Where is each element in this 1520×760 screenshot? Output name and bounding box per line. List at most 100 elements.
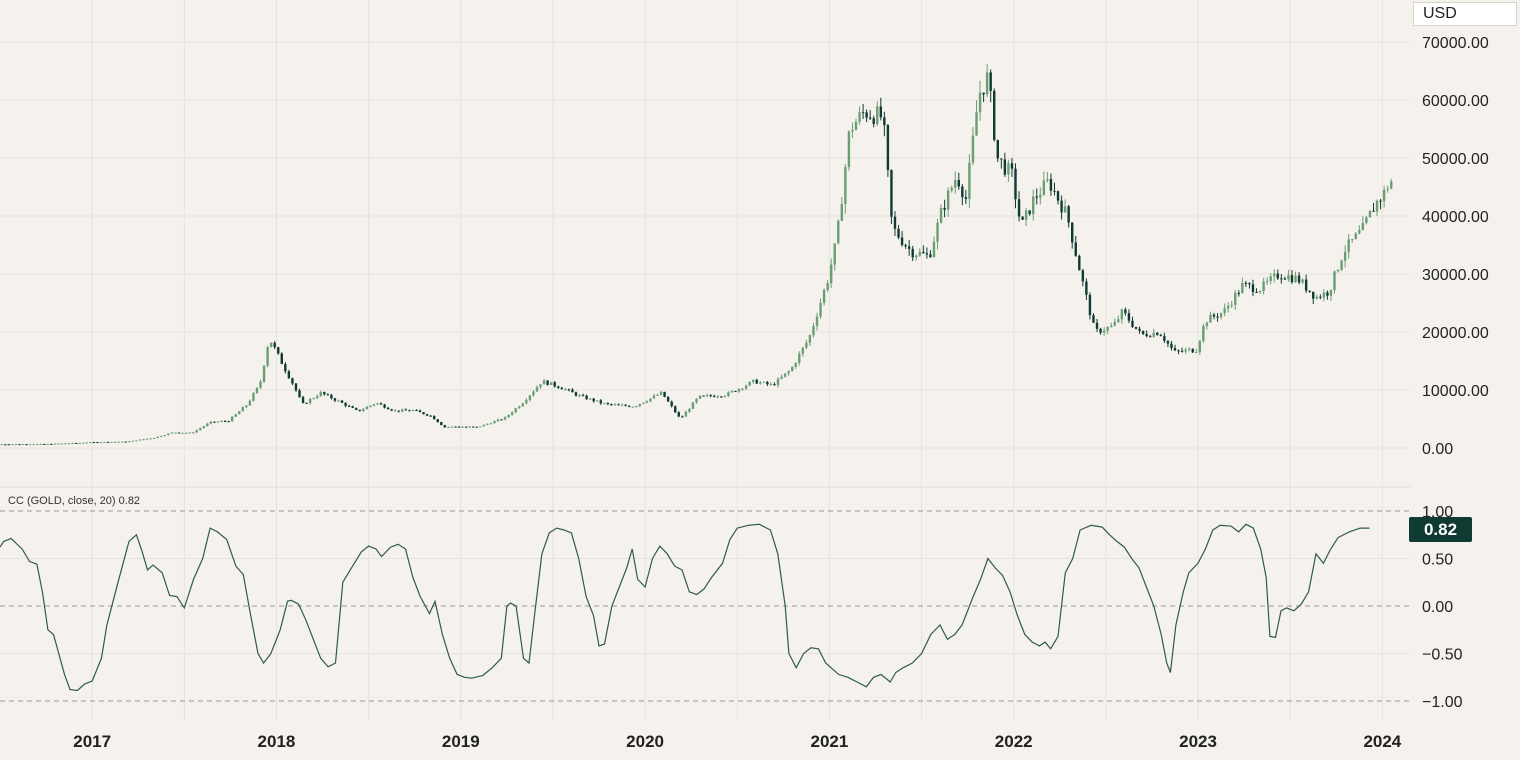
candle-body — [500, 419, 503, 421]
candle-body — [298, 390, 301, 398]
candle-body — [1322, 292, 1326, 298]
candle-body — [635, 406, 638, 408]
candle-body — [613, 404, 617, 406]
correlation-line — [0, 523, 1370, 692]
candle-body — [695, 398, 698, 403]
candle-body — [1056, 191, 1060, 201]
candle-body — [287, 371, 291, 379]
candle-body — [227, 421, 230, 423]
candle-body — [0, 444, 3, 446]
candle-body — [642, 402, 645, 404]
candle-body — [1003, 159, 1007, 175]
price-tick-label: 70000.00 — [1422, 35, 1489, 52]
price-tick-label: 60000.00 — [1422, 93, 1489, 110]
candle-body — [1148, 336, 1152, 338]
candle-body — [39, 443, 42, 445]
candle-body — [110, 441, 113, 443]
candle-body — [262, 365, 266, 382]
candle-body — [1092, 315, 1095, 323]
candle-body — [1234, 292, 1237, 305]
candle-body — [220, 421, 223, 423]
time-tick-label: 2018 — [258, 732, 296, 751]
candle-body — [433, 415, 436, 420]
candle-body — [975, 112, 978, 136]
candle-body — [1365, 217, 1368, 223]
candle-body — [28, 444, 32, 446]
candle-body — [1102, 330, 1106, 333]
candle-body — [4, 444, 7, 446]
candle-body — [103, 441, 106, 443]
price-tick-label: 10000.00 — [1422, 383, 1489, 400]
candle-body — [1039, 194, 1042, 198]
price-tick-label: 30000.00 — [1422, 267, 1489, 284]
candle-body — [1248, 283, 1251, 285]
candle-body — [1326, 292, 1329, 296]
candle-body — [883, 117, 886, 126]
candle-body — [53, 443, 57, 445]
candle-body — [1187, 348, 1191, 350]
candle-body — [670, 401, 673, 407]
candle-body — [390, 409, 393, 411]
candle-body — [1184, 349, 1187, 352]
candle-body — [1358, 230, 1361, 234]
currency-selector[interactable]: USD — [1413, 2, 1517, 26]
candle-body — [1230, 304, 1233, 306]
candle-body — [160, 436, 163, 438]
candle-body — [837, 220, 840, 244]
candle-body — [1290, 275, 1294, 283]
grid-lines — [0, 0, 1410, 720]
candle-body — [624, 404, 627, 406]
candle-body — [43, 443, 46, 445]
candle-body — [858, 112, 861, 122]
candle-body — [57, 443, 60, 445]
candle-body — [822, 289, 826, 303]
candle-body — [89, 442, 92, 444]
indicator-legend[interactable]: CC (GOLD, close, 20) 0.82 — [8, 495, 140, 507]
candle-body — [181, 432, 184, 434]
candle-body — [1074, 242, 1077, 256]
candle-body — [149, 438, 152, 440]
candle-body — [503, 417, 507, 420]
candle-body — [277, 347, 280, 354]
candle-body — [1382, 189, 1386, 201]
candle-body — [464, 426, 468, 428]
candle-body — [1053, 190, 1056, 192]
candle-body — [1014, 168, 1017, 200]
candle-body — [631, 406, 634, 408]
candle-body — [805, 342, 808, 348]
candle-body — [1368, 210, 1372, 218]
candle-body — [1021, 216, 1024, 220]
candle-body — [142, 439, 145, 441]
candle-body — [493, 421, 496, 424]
candle-body — [798, 353, 801, 363]
candle-body — [592, 398, 595, 402]
candle-body — [291, 378, 294, 384]
candle-body — [1258, 291, 1262, 293]
candle-body — [1191, 348, 1194, 353]
candle-body — [539, 384, 542, 388]
candle-body — [674, 406, 677, 413]
candle-body — [1354, 233, 1357, 240]
candle-body — [1049, 179, 1053, 191]
candle-body — [553, 382, 556, 387]
candle-body — [131, 440, 135, 442]
candle-body — [1283, 278, 1287, 280]
candle-body — [525, 399, 528, 404]
candle-body — [964, 197, 968, 199]
candle-body — [943, 207, 946, 210]
candle-body — [1269, 276, 1272, 282]
candle-body — [1173, 348, 1177, 351]
candle-body — [518, 406, 521, 409]
time-tick-label: 2020 — [626, 732, 664, 751]
candle-body — [840, 204, 844, 221]
candle-body — [156, 436, 159, 438]
candle-body — [599, 400, 602, 404]
candle-body — [429, 415, 432, 417]
candle-body — [588, 398, 592, 400]
candle-body — [815, 316, 819, 326]
price-tick-label: 50000.00 — [1422, 151, 1489, 168]
candle-body — [113, 441, 117, 443]
candle-body — [344, 402, 347, 406]
candle-body — [702, 395, 705, 397]
